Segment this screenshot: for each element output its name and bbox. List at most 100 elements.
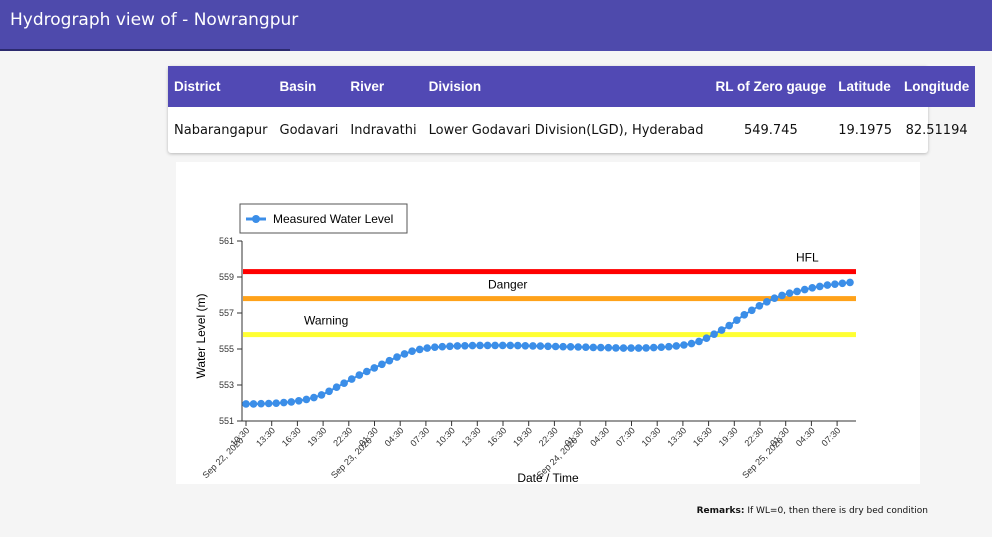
data-point (551, 342, 560, 351)
data-point (423, 344, 431, 352)
data-point (717, 326, 726, 334)
data-point (393, 353, 401, 361)
x-tick-label: 07:30 (820, 425, 843, 448)
data-point (257, 399, 265, 408)
cell-basin: Godavari (279, 122, 339, 138)
cell-longitude: 82.51194 (905, 122, 968, 138)
table-row: Nabarangapur Godavari Indravathi Lower G… (168, 107, 975, 153)
data-point (536, 342, 545, 350)
data-point (272, 399, 280, 407)
data-point (619, 344, 628, 352)
data-point (846, 278, 854, 287)
data-point (264, 399, 273, 408)
data-point (597, 343, 605, 352)
data-point (770, 294, 779, 302)
data-point (491, 341, 499, 350)
data-point (521, 342, 530, 350)
data-point (793, 287, 801, 296)
hydrograph-panel: 551 553 555 557 559 561 10:30 13:30 16:30 19:30 22… (176, 162, 920, 485)
y-tick-label: 551 (219, 416, 234, 426)
station-info-table: District Basin River Division RL of Zero… (168, 66, 976, 153)
data-point (778, 291, 786, 300)
x-tick-label: 22:30 (742, 425, 765, 448)
data-point (785, 289, 794, 297)
data-point (831, 280, 839, 288)
x-axis-title: Date / Time (517, 471, 579, 484)
data-point (582, 343, 590, 351)
header-division: Division (422, 66, 710, 107)
data-point (446, 342, 454, 351)
x-tick-label: 22:30 (331, 425, 354, 448)
data-point (378, 360, 386, 369)
data-point (385, 356, 394, 365)
threshold-line-danger (243, 296, 856, 302)
data-point (370, 364, 379, 372)
legend-box (239, 203, 408, 234)
x-tick-label: 07:30 (408, 425, 431, 448)
remarks-text: If WL=0, then there is dry bed condition (744, 506, 928, 516)
data-point (695, 337, 703, 346)
data-point (680, 341, 688, 349)
y-axis-title: Water Level (m) (194, 294, 208, 379)
cell-rl-zero-gauge: 549.745 (743, 122, 798, 138)
x-tick-label: 04:30 (383, 425, 406, 448)
title-underline (0, 49, 290, 51)
data-point (498, 341, 507, 350)
cell-division: Lower Godavari Division(LGD), Hyderabad (428, 122, 704, 138)
data-point (725, 321, 733, 330)
data-point (559, 342, 567, 351)
x-tick-label: 04:30 (588, 425, 611, 448)
x-tick-label: 19:30 (511, 425, 534, 448)
data-point (461, 342, 469, 350)
remarks-label: Remarks: (696, 506, 745, 516)
x-tick-label: 19:30 (306, 425, 329, 448)
y-tick-label: 555 (219, 344, 234, 354)
data-point (634, 344, 643, 352)
header-latitude: Latitude (832, 66, 898, 107)
data-point (249, 400, 258, 408)
data-point (468, 341, 477, 350)
header-district: District (168, 66, 274, 107)
data-point (408, 347, 416, 355)
y-tick-label: 557 (219, 308, 234, 318)
data-point (627, 344, 635, 352)
data-point (733, 316, 741, 324)
x-tick-label: 10:30 (640, 425, 663, 448)
page-title: Hydrograph view of - Nowrangpur (10, 10, 299, 30)
threshold-label-warning: Warning (304, 314, 348, 328)
data-point (400, 350, 409, 358)
data-point (823, 281, 832, 289)
data-point (347, 375, 356, 383)
threshold-label-hfl: HFL (796, 251, 819, 265)
cell-river: Indravathi (350, 122, 417, 138)
data-point (589, 343, 598, 352)
data-point (665, 342, 673, 351)
x-tick-label: 19:30 (717, 425, 740, 448)
data-point (476, 341, 484, 350)
header-river: River (344, 66, 423, 107)
data-point (808, 284, 817, 292)
x-tick-label: 10:30 (434, 425, 457, 448)
data-point (415, 345, 424, 354)
x-tick-label: 16:30 (280, 425, 303, 448)
data-point (363, 367, 371, 376)
data-point (317, 391, 326, 399)
data-point (838, 279, 847, 288)
threshold-label-danger: Danger (488, 278, 527, 292)
data-point (672, 342, 681, 350)
data-point (295, 397, 303, 405)
data-point (287, 398, 296, 406)
data-point (355, 371, 364, 379)
data-point (302, 395, 311, 404)
data-point (755, 302, 764, 310)
data-point (642, 344, 650, 352)
data-point (740, 311, 749, 319)
x-tick-label: 07:30 (614, 425, 637, 448)
table-header-row: District Basin River Division RL of Zero… (168, 66, 976, 107)
data-point (438, 342, 447, 351)
x-tick-label: 13:30 (460, 425, 483, 448)
data-point (566, 343, 575, 351)
data-point (280, 398, 288, 407)
data-point (506, 341, 515, 350)
